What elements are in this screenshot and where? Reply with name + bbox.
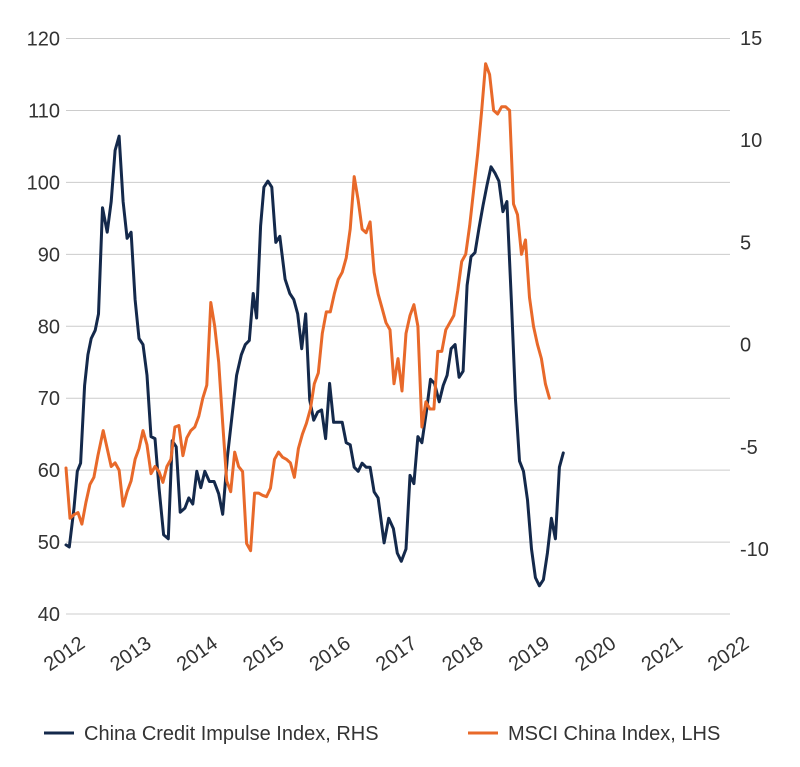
legend: China Credit Impulse Index, RHS MSCI Chi…	[44, 723, 720, 745]
x-axis: 2012 2013 2014 2015 2016 2017 2018 2019 2020 2021…	[40, 632, 753, 676]
left-tick-100: 100	[27, 172, 60, 194]
x-tick-2017: 2017	[372, 632, 421, 676]
left-tick-50: 50	[38, 532, 60, 554]
right-tick-0: 0	[740, 335, 751, 357]
series-line-msci-china	[64, 62, 551, 553]
x-tick-2014: 2014	[173, 632, 222, 676]
x-tick-2013: 2013	[106, 632, 155, 676]
left-tick-60: 60	[38, 460, 60, 482]
right-axis: -10 -5 0 5 10 15	[740, 28, 769, 561]
x-tick-2019: 2019	[505, 632, 554, 676]
left-tick-90: 90	[38, 244, 60, 266]
x-tick-2015: 2015	[239, 632, 288, 676]
left-axis: 40 50 60 70 80 90 100 110 120	[27, 29, 60, 627]
left-tick-120: 120	[27, 29, 60, 51]
x-tick-2012: 2012	[40, 632, 89, 676]
right-tick--10: -10	[740, 539, 769, 561]
left-tick-80: 80	[38, 316, 60, 338]
left-tick-40: 40	[38, 604, 60, 626]
left-tick-70: 70	[38, 388, 60, 410]
right-tick-15: 15	[740, 28, 762, 50]
right-tick--5: -5	[740, 437, 758, 459]
right-tick-10: 10	[740, 130, 762, 152]
series-line-credit-impulse	[64, 134, 565, 588]
left-tick-110: 110	[28, 100, 60, 122]
right-tick-5: 5	[740, 232, 751, 254]
gridlines	[66, 38, 730, 615]
legend-label-credit-impulse: China Credit Impulse Index, RHS	[84, 723, 379, 745]
x-tick-2022: 2022	[704, 632, 753, 676]
x-tick-2016: 2016	[306, 632, 355, 676]
x-tick-2020: 2020	[571, 632, 620, 676]
x-tick-2018: 2018	[438, 632, 487, 676]
x-tick-2021: 2021	[638, 632, 687, 676]
legend-label-msci-china: MSCI China Index, LHS	[508, 723, 720, 745]
series-lines	[64, 62, 565, 588]
